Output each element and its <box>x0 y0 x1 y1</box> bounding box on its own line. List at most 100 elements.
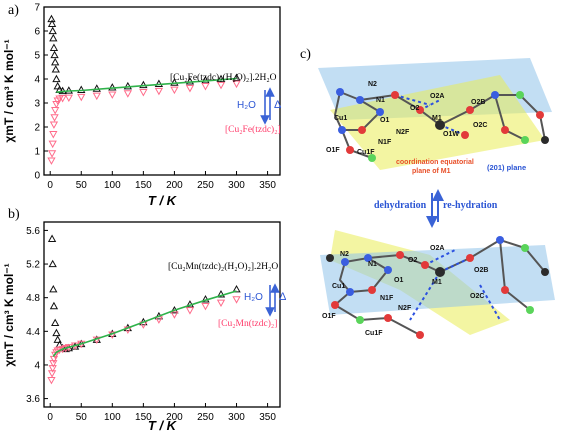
x-tick-label-b-0: 0 <box>47 412 53 423</box>
x-tick-label-a-6: 300 <box>228 180 245 191</box>
chart-b-ylabel: χmT / cm³ K mol⁻¹ <box>2 263 16 366</box>
h2o-label-b: H₂O <box>244 292 263 303</box>
point-a-1-14 <box>108 91 117 99</box>
chart-a-frame <box>43 6 281 176</box>
x-tick-label-a-0: 0 <box>47 180 53 191</box>
point-a-1-21 <box>216 81 226 90</box>
chart-b-transform-arrows: H₂O Δ <box>244 283 287 317</box>
dashed-bonds-top <box>394 94 466 136</box>
point-a-0-22 <box>216 74 226 83</box>
atoms-top <box>336 88 549 162</box>
panel-label-a: a) <box>8 3 19 18</box>
atom-label-n2f-top: N2F <box>396 129 410 136</box>
point-a-1-20 <box>201 83 210 91</box>
x-tick-label-a-7: 350 <box>259 180 276 191</box>
point-b-0-0 <box>47 234 57 242</box>
point-a-1-12 <box>77 93 86 102</box>
point-a-0-20 <box>185 77 195 85</box>
atom-label-cu1f-top: Cu1F <box>357 149 375 156</box>
point-a-0-19 <box>170 78 179 86</box>
point-a-1-5 <box>50 114 59 122</box>
atom-label-n1-bottom: N1 <box>368 261 377 268</box>
atoms-bottom <box>326 236 549 339</box>
point-a-1-16 <box>139 89 148 97</box>
point-b-0-3 <box>49 301 59 310</box>
rehydration-label: re-hydration <box>443 200 498 211</box>
atom-label-m1-bottom: M1 <box>432 279 442 286</box>
atom-label-o2b-top: O2B <box>471 99 485 106</box>
point-b-1-20 <box>185 307 195 315</box>
point-a-1-15 <box>123 90 132 98</box>
y-tick-label-a-0: 0 <box>34 171 40 182</box>
atom-label-n2f-bottom: N2F <box>398 305 412 312</box>
x-tick-label-a-4: 200 <box>166 180 183 191</box>
point-a-0-3 <box>49 33 58 42</box>
point-a-1-6 <box>51 107 60 115</box>
panel-label-b: b) <box>8 207 20 222</box>
chart-b-legend-2: [Cu₂Mn(tzdc)₂] <box>218 318 277 329</box>
point-a-1-2 <box>48 140 57 149</box>
atom-label-cu1-bottom: Cu1 <box>332 283 345 290</box>
atom-label-o1-bottom: O1 <box>394 277 403 284</box>
y-tick-label-a-4: 4 <box>34 75 40 86</box>
plane-201-bottom <box>320 245 555 315</box>
point-a-0-18 <box>154 79 164 87</box>
point-b-0-1 <box>48 259 57 268</box>
x-tick-label-b-1: 50 <box>76 412 88 423</box>
point-a-1-18 <box>170 86 179 95</box>
point-a-0-23 <box>232 73 241 81</box>
y-tick-label-b-3: 4.8 <box>26 293 40 304</box>
point-a-0-14 <box>92 84 101 92</box>
structure-bottom: N2 N1 Cu1 O1F N1F N2F Cu1F O1 O2 O2A M1 … <box>320 230 555 339</box>
atom-label-o2b-bottom: O2B <box>474 267 488 274</box>
x-tick-label-a-3: 150 <box>135 180 152 191</box>
point-b-0-2 <box>49 284 58 293</box>
structure-panel: N2 N1 Cu1 O1 N1F N2F O1F Cu1F O2 O2A M1 … <box>318 58 555 339</box>
atom-label-o2a-top: O2A <box>430 93 444 100</box>
atom-label-n1-top: N1 <box>376 97 385 104</box>
chart-b: 0 50 100 150 200 250 300 350 3.6 4 4.4 4.8 5.2 5.6 T … <box>2 221 287 433</box>
y-tick-label-a-7: 7 <box>34 3 40 14</box>
chart-a-ylabel: χmT / cm³ K mol⁻¹ <box>2 39 16 142</box>
point-a-1-3 <box>49 131 58 139</box>
atom-label-o2c-bottom: O2C <box>470 293 484 300</box>
point-a-0-4 <box>49 43 59 51</box>
annotation-equatorial-plane-line1: coordination equatorial <box>396 159 474 166</box>
point-a-1-4 <box>49 121 59 129</box>
y-tick-label-b-1: 4 <box>34 360 40 371</box>
atom-label-n1f-top: N1F <box>378 139 392 146</box>
panel-label-c: c) <box>300 47 311 62</box>
atom-label-o1f-top: O1F <box>326 147 340 154</box>
atom-label-n1f-bottom: N1F <box>380 295 394 302</box>
atom-label-o2-top: O2 <box>410 105 419 112</box>
y-tick-label-a-1: 1 <box>34 147 40 158</box>
dashed-bonds-bottom <box>409 249 501 321</box>
point-b-0-22 <box>232 284 241 293</box>
atom-label-m1-top: M1 <box>432 115 442 122</box>
dehydration-indicator: dehydration re-hydration <box>374 189 498 228</box>
point-a-0-6 <box>51 57 60 66</box>
point-b-0-21 <box>216 289 226 298</box>
delta-label-a: Δ <box>274 99 282 111</box>
point-a-1-10 <box>58 95 67 103</box>
structure-top: N2 N1 Cu1 O1 N1F N2F O1F Cu1F O2 O2A M1 … <box>318 58 552 175</box>
x-tick-label-a-2: 100 <box>104 180 121 191</box>
point-b-0-6 <box>53 335 62 343</box>
fit-line-b <box>52 290 237 357</box>
atom-label-o2c-top: O2C <box>473 122 487 129</box>
x-tick-label-b-6: 300 <box>228 412 245 423</box>
point-a-0-21 <box>201 75 210 84</box>
point-a-0-7 <box>51 65 60 73</box>
y-tick-label-b-4: 5.2 <box>26 260 40 271</box>
annotation-equatorial-plane-line2: plane of M1 <box>412 168 451 175</box>
atom-label-cu1f-bottom: Cu1F <box>365 330 383 337</box>
atom-label-n2-bottom: N2 <box>340 251 349 258</box>
point-a-0-16 <box>123 81 132 90</box>
point-b-0-5 <box>52 328 61 337</box>
x-tick-label-b-3: 150 <box>135 412 152 423</box>
point-a-0-8 <box>52 74 61 83</box>
x-tick-label-b-4: 200 <box>166 412 183 423</box>
point-a-1-22 <box>232 80 241 89</box>
point-a-1-11 <box>64 94 73 103</box>
